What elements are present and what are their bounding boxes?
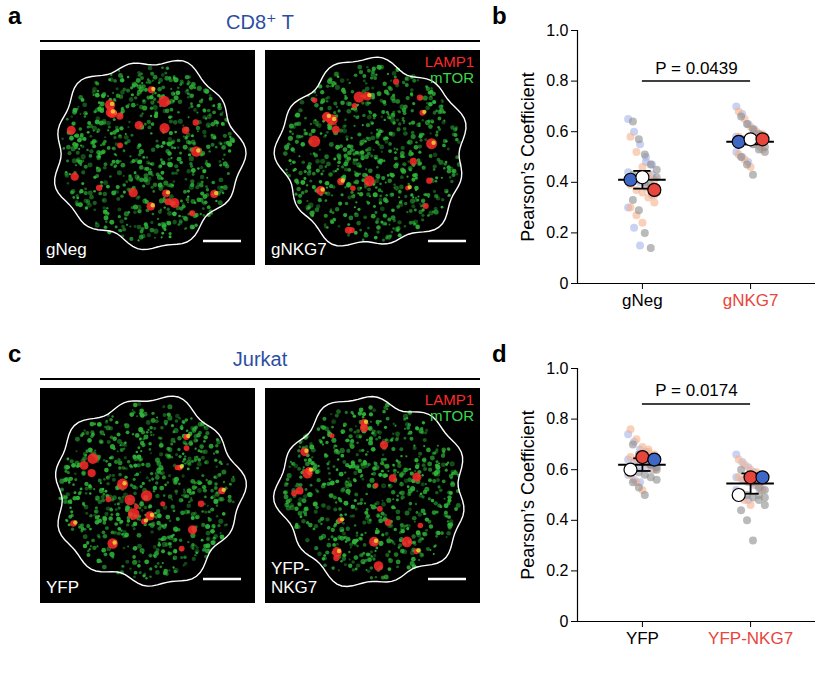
svg-text:P = 0.0439: P = 0.0439 <box>655 59 737 78</box>
svg-text:YFP: YFP <box>626 629 659 648</box>
svg-text:YFP-NKG7: YFP-NKG7 <box>708 629 793 648</box>
html-text:CD8⁺ T: CD8⁺ T <box>226 11 294 33</box>
html-text:mTOR: mTOR <box>430 69 474 86</box>
svg-text:0.4: 0.4 <box>546 173 568 190</box>
svg-text:0.8: 0.8 <box>546 72 568 89</box>
html-text:NKG7: NKG7 <box>271 578 318 597</box>
svg-text:0: 0 <box>560 275 569 292</box>
html-text:LAMP1: LAMP1 <box>424 53 474 70</box>
html-text:YFP-: YFP- <box>271 559 310 578</box>
svg-text:1.0: 1.0 <box>546 360 568 377</box>
svg-text:0: 0 <box>560 613 569 630</box>
svg-text:gNKG7: gNKG7 <box>723 291 779 310</box>
html-text:b: b <box>492 2 507 29</box>
svg-text:0.2: 0.2 <box>546 562 568 579</box>
html-text:a: a <box>8 2 22 29</box>
svg-text:gNeg: gNeg <box>622 291 663 310</box>
svg-text:0.8: 0.8 <box>546 410 568 427</box>
html-text:LAMP1: LAMP1 <box>424 391 474 408</box>
svg-text:Pearson’s Coefficient: Pearson’s Coefficient <box>518 72 538 241</box>
svg-text:1.0: 1.0 <box>546 22 568 39</box>
svg-text:Pearson’s Coefficient: Pearson’s Coefficient <box>518 410 538 579</box>
svg-text:0.2: 0.2 <box>546 224 568 241</box>
html-text:Jurkat: Jurkat <box>232 348 288 370</box>
svg-text:0.6: 0.6 <box>546 461 568 478</box>
html-text:gNeg: gNeg <box>46 240 87 259</box>
svg-text:0.4: 0.4 <box>546 511 568 528</box>
svg-text:0.6: 0.6 <box>546 123 568 140</box>
svg-text:P = 0.0174: P = 0.0174 <box>655 381 737 400</box>
html-text:c: c <box>8 340 22 367</box>
html-text:d: d <box>492 340 507 367</box>
html-text:mTOR: mTOR <box>430 407 474 424</box>
html-text:gNKG7: gNKG7 <box>271 240 327 259</box>
html-text:YFP: YFP <box>46 578 80 597</box>
